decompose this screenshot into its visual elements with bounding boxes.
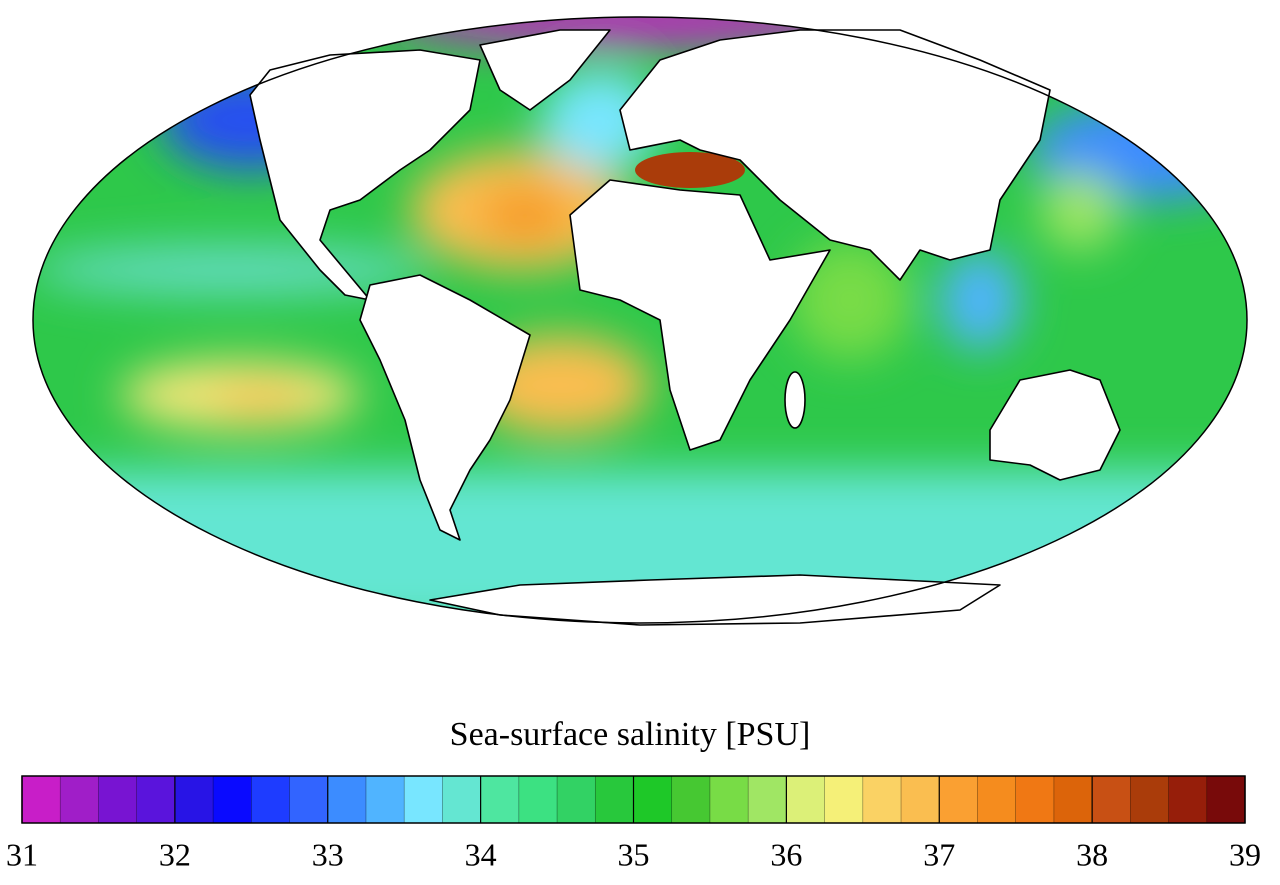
colorbar-tick-label: 33 bbox=[312, 836, 344, 872]
colorbar-segment bbox=[1015, 776, 1055, 823]
colorbar-segment bbox=[213, 776, 252, 823]
colorbar-segment bbox=[289, 776, 329, 823]
colorbar-segment bbox=[977, 776, 1017, 823]
colorbar-segment bbox=[480, 776, 520, 823]
colorbar-tick-label: 38 bbox=[1076, 836, 1108, 872]
colorbar-segment bbox=[22, 776, 61, 823]
colorbar-segment bbox=[786, 776, 826, 823]
continents bbox=[249, 29, 1121, 626]
colorbar-segment bbox=[98, 776, 138, 823]
colorbar-segment bbox=[174, 776, 214, 823]
colorbar-segment bbox=[671, 776, 711, 823]
colorbar-tick-label: 37 bbox=[923, 836, 955, 872]
colorbar-segment bbox=[824, 776, 864, 823]
colorbar-segment bbox=[633, 776, 673, 823]
colorbar-tick-label: 39 bbox=[1229, 836, 1261, 872]
colorbar-segment bbox=[1130, 776, 1170, 823]
colorbar-title: Sea-surface salinity [PSU] bbox=[450, 716, 811, 753]
colorbar-segment bbox=[365, 776, 405, 823]
colorbar-tick-label: 31 bbox=[6, 836, 38, 872]
colorbar-segment bbox=[901, 776, 940, 823]
colorbar-segment bbox=[595, 776, 634, 823]
colorbar-segment bbox=[709, 776, 749, 823]
colorbar-tick-label: 35 bbox=[618, 836, 650, 872]
colorbar-segment bbox=[557, 776, 596, 823]
colorbar-segment bbox=[60, 776, 99, 823]
colorbar-segment bbox=[1092, 776, 1131, 823]
globe-outline bbox=[32, 16, 1248, 624]
colorbar-segment bbox=[939, 776, 978, 823]
colorbar-segment bbox=[251, 776, 291, 823]
colorbar-segment bbox=[1206, 776, 1246, 823]
colorbar-segment bbox=[518, 776, 558, 823]
colorbar-tick-label: 32 bbox=[159, 836, 191, 872]
colorbar-segment bbox=[748, 776, 787, 823]
colorbar-segment bbox=[1053, 776, 1093, 823]
colorbar-segment bbox=[404, 776, 443, 823]
colorbar: 31 32 33 34 35 36 37 38 39 bbox=[6, 775, 1261, 872]
colorbar-segment bbox=[442, 776, 482, 823]
colorbar-segment bbox=[327, 776, 367, 823]
colorbar-segment bbox=[1168, 776, 1208, 823]
colorbar-segment bbox=[136, 776, 176, 823]
colorbar-segment bbox=[862, 776, 902, 823]
colorbar-tick-label: 36 bbox=[770, 836, 802, 872]
colorbar-tick-label: 34 bbox=[465, 836, 497, 872]
